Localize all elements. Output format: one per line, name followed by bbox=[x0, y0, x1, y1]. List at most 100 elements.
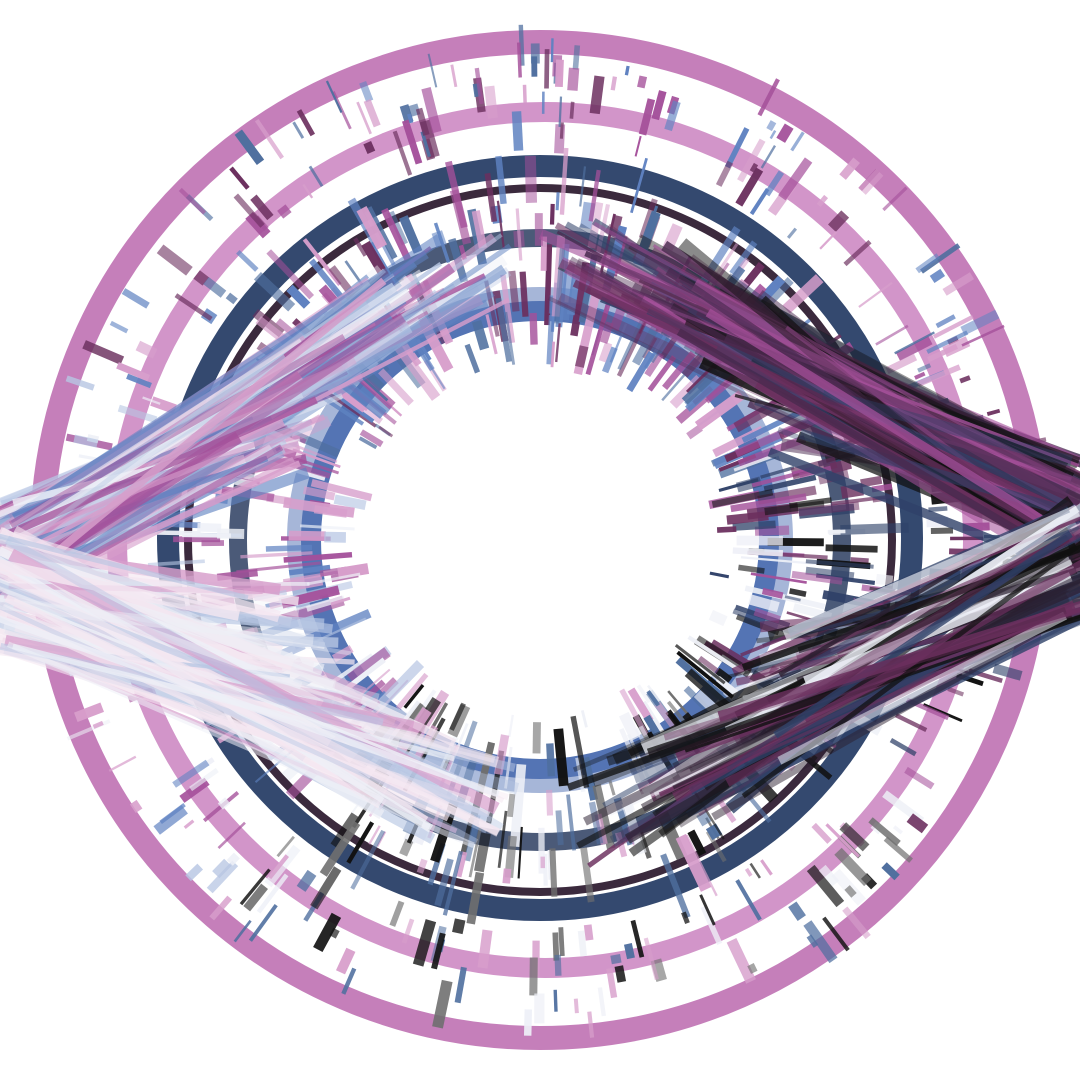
outer-stroke bbox=[116, 362, 151, 382]
outer-stroke bbox=[264, 844, 301, 888]
outer-stroke bbox=[559, 122, 564, 139]
inner-stroke bbox=[288, 564, 331, 576]
mid-stroke bbox=[356, 206, 388, 250]
mid-stroke bbox=[696, 810, 712, 827]
outer-stroke bbox=[589, 75, 605, 115]
mid-stroke bbox=[579, 166, 587, 207]
outer-stroke bbox=[638, 98, 656, 136]
outer-stroke bbox=[206, 860, 239, 894]
outer-stroke bbox=[254, 119, 284, 160]
inner-stroke bbox=[283, 497, 355, 518]
right-fan-stroke bbox=[741, 544, 1080, 671]
inner-stroke bbox=[708, 609, 728, 627]
outer-stroke bbox=[858, 169, 884, 195]
outer-stroke bbox=[185, 863, 204, 882]
inner-stroke bbox=[676, 650, 735, 699]
inner-stroke bbox=[697, 655, 720, 675]
outer-stroke bbox=[325, 80, 343, 113]
mid-stroke bbox=[266, 249, 315, 300]
inner-stroke bbox=[716, 526, 737, 533]
left-fan-stroke bbox=[0, 533, 249, 601]
outer-stroke bbox=[236, 249, 259, 272]
outer-stroke bbox=[806, 864, 845, 908]
right-fan-stroke bbox=[672, 559, 1080, 802]
outer-stroke bbox=[786, 227, 798, 239]
mid-stroke bbox=[368, 825, 381, 845]
inner-stroke bbox=[375, 660, 425, 711]
mid-stroke bbox=[798, 501, 860, 517]
outer-stroke bbox=[630, 919, 645, 958]
outer-stroke bbox=[597, 987, 606, 1017]
inner-stroke bbox=[647, 355, 677, 392]
inner-stroke bbox=[713, 667, 733, 686]
mid-stroke bbox=[542, 853, 548, 886]
outer-stroke bbox=[818, 864, 840, 887]
mid-stroke bbox=[685, 834, 718, 897]
outer-stroke bbox=[572, 45, 581, 70]
outer-stroke bbox=[82, 340, 125, 365]
outer-stroke bbox=[827, 210, 850, 232]
outer-stroke bbox=[929, 268, 946, 283]
mid-stroke bbox=[555, 810, 564, 846]
outer-stroke bbox=[156, 244, 193, 276]
outer-stroke bbox=[922, 703, 963, 723]
inner-stroke bbox=[711, 489, 774, 508]
outer-stroke bbox=[415, 107, 430, 136]
outer-stroke bbox=[614, 965, 627, 983]
mid-stroke bbox=[675, 833, 712, 892]
inner-stroke bbox=[674, 643, 726, 685]
outer-stroke bbox=[474, 67, 484, 105]
outer-stroke bbox=[904, 766, 935, 790]
outer-stroke bbox=[681, 911, 690, 924]
inner-stroke bbox=[726, 511, 769, 525]
outer-stroke bbox=[778, 157, 813, 201]
outer-stroke bbox=[217, 821, 246, 850]
outer-stroke bbox=[117, 404, 158, 424]
inner-stroke bbox=[694, 390, 745, 431]
outer-stroke bbox=[776, 123, 794, 143]
inner-stroke bbox=[646, 689, 660, 707]
inner-stroke bbox=[580, 710, 588, 728]
mid-stroke bbox=[580, 847, 595, 903]
outer-stroke bbox=[715, 160, 734, 187]
mid-stroke bbox=[182, 532, 231, 538]
mid-stroke bbox=[805, 566, 855, 581]
mid-stroke bbox=[875, 573, 894, 586]
outer-stroke bbox=[895, 336, 933, 361]
inner-stroke bbox=[529, 312, 538, 345]
inner-stroke bbox=[302, 486, 336, 501]
outer-stroke bbox=[959, 375, 971, 384]
outer-stroke bbox=[427, 53, 438, 88]
mid-stroke bbox=[502, 868, 512, 884]
outer-stroke bbox=[329, 927, 340, 939]
outer-stroke bbox=[822, 916, 850, 952]
inner-stroke bbox=[340, 397, 375, 423]
inner-stroke bbox=[358, 436, 378, 450]
inner-stroke bbox=[300, 524, 355, 531]
right-fan-stroke bbox=[593, 221, 1080, 491]
mid-stroke bbox=[782, 274, 824, 314]
outer-stroke bbox=[65, 375, 95, 391]
inner-stroke bbox=[324, 389, 377, 428]
fans-layer bbox=[0, 218, 1080, 868]
outer-stroke bbox=[225, 292, 238, 305]
outer-stroke bbox=[803, 920, 838, 964]
left-fan-stroke bbox=[6, 641, 475, 849]
outer-stroke bbox=[920, 243, 961, 274]
outer-stroke bbox=[389, 900, 405, 927]
mid-stroke bbox=[346, 821, 375, 864]
inner-stroke bbox=[361, 376, 389, 402]
inner-stroke bbox=[416, 338, 432, 361]
inner-stroke bbox=[709, 571, 730, 579]
outer-stroke bbox=[302, 183, 314, 199]
outer-stroke bbox=[183, 819, 195, 830]
inner-stroke bbox=[306, 595, 345, 612]
mid-stroke bbox=[309, 258, 348, 304]
inner-stroke bbox=[760, 466, 795, 479]
outer-stroke bbox=[406, 113, 414, 124]
outer-stroke bbox=[135, 340, 158, 359]
inner-stroke bbox=[753, 607, 781, 624]
right-fan-stroke bbox=[643, 298, 1080, 468]
outer-stroke bbox=[178, 187, 207, 215]
inner-stroke bbox=[508, 714, 514, 737]
